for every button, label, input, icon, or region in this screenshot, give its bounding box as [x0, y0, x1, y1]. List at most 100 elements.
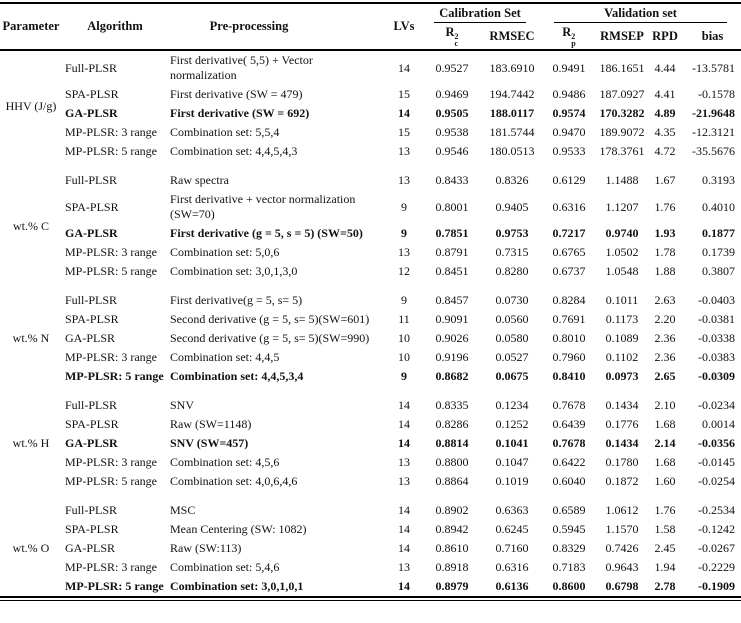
cell-rpd: 2.78 — [654, 579, 676, 593]
cell-rpd: 4.89 — [654, 106, 676, 120]
group-spacer-row — [0, 281, 741, 291]
group-spacer-row — [0, 386, 741, 396]
cell-rmsep: 0.1434 — [605, 398, 639, 412]
table-row: GA-PLSR SNV (SW=457) 14 0.8814 0.1041 0.7678 0… — [0, 434, 741, 453]
cell-rmsec: 0.6245 — [495, 522, 529, 536]
cell-r2p: 0.8329 — [552, 541, 586, 555]
cell-algorithm: Full-PLSR — [65, 398, 118, 412]
cell-preprocessing: Mean Centering (SW: 1082) — [170, 522, 307, 536]
cell-rmsec: 180.0513 — [489, 144, 535, 158]
cell-algorithm: MP-PLSR: 3 range — [65, 350, 158, 364]
cell-bias: -0.1242 — [698, 522, 736, 536]
cell-rmsep: 186.1651 — [599, 60, 645, 75]
cell-rpd: 4.72 — [654, 144, 676, 158]
cell-rpd: 1.76 — [654, 199, 676, 214]
r2p-sup: 2 — [571, 32, 576, 41]
cell-r2c: 0.8814 — [435, 436, 469, 450]
cell-preprocessing: SNV (SW=457) — [170, 436, 249, 450]
cell-rmsep: 0.1102 — [605, 350, 639, 364]
cell-rmsec: 0.9753 — [495, 226, 529, 240]
cell-rmsep: 0.1872 — [605, 474, 639, 488]
cell-bias: -0.0254 — [698, 474, 736, 488]
cell-lvs: 13 — [398, 173, 410, 187]
col-header-rpd: RPD — [652, 28, 678, 43]
cell-lvs: 14 — [398, 436, 410, 450]
cell-preprocessing: First derivative (SW = 479) — [170, 87, 303, 101]
cell-parameter: HHV (J/g) — [5, 98, 57, 113]
table-row: MP-PLSR: 5 range Combination set: 4,4,5,3… — [0, 367, 741, 386]
cell-rmsep: 0.7426 — [605, 541, 639, 555]
r2p-base: R — [562, 25, 572, 39]
table-header: Parameter Algorithm Pre-processing LVs C… — [0, 3, 741, 50]
cell-bias: -0.0267 — [698, 541, 736, 555]
table-row: SPA-PLSR First derivative (SW = 479) 15 0.9… — [0, 85, 741, 104]
cell-rmsep: 0.1434 — [605, 436, 639, 450]
table-row: MP-PLSR: 5 range Combination set: 3,0,1,3… — [0, 262, 741, 281]
cell-rmsep: 0.1780 — [605, 455, 639, 469]
cell-rmsec: 0.0527 — [495, 350, 529, 364]
group-spacer-cell — [0, 386, 741, 396]
r2p-sub: p — [571, 39, 576, 48]
cell-rpd: 1.60 — [654, 474, 676, 488]
cell-bias: -0.0145 — [698, 455, 736, 469]
cell-preprocessing: First derivative + vector normalization … — [170, 192, 356, 221]
cell-lvs: 15 — [398, 87, 410, 101]
cell-preprocessing: Combination set: 5,4,6 — [170, 560, 280, 574]
cell-r2c: 0.8610 — [435, 541, 469, 555]
cell-rmsep: 1.0612 — [605, 503, 639, 517]
cell-algorithm: GA-PLSR — [65, 226, 118, 240]
cell-rmsep: 1.1207 — [605, 199, 639, 214]
r2c-sup: 2 — [454, 32, 459, 41]
cell-algorithm: GA-PLSR — [65, 436, 118, 450]
group-spacer-cell — [0, 491, 741, 501]
group-spacer-cell — [0, 161, 741, 171]
cell-rmsep: 0.0973 — [605, 369, 639, 383]
cell-rmsep: 1.1570 — [605, 522, 639, 536]
cell-preprocessing: MSC — [170, 503, 196, 517]
cell-lvs: 14 — [398, 398, 410, 412]
table-row: MP-PLSR: 3 range Combination set: 5,5,4 15… — [0, 123, 741, 142]
cell-rmsec: 188.0117 — [489, 106, 535, 120]
table-row: SPA-PLSR Mean Centering (SW: 1082) 14 0.894… — [0, 520, 741, 539]
cell-rmsec: 0.8326 — [495, 173, 529, 187]
cell-rmsec: 0.1041 — [495, 436, 529, 450]
cell-r2p: 0.7691 — [552, 312, 586, 326]
cell-r2p: 0.9486 — [552, 87, 586, 101]
table-row: MP-PLSR: 3 range Combination set: 5,0,6 13… — [0, 243, 741, 262]
col-header-preprocessing: Pre-processing — [209, 19, 289, 33]
cell-preprocessing: Combination set: 3,0,1,3,0 — [170, 264, 298, 278]
cell-r2p: 0.9491 — [552, 60, 586, 75]
cell-r2p: 0.5945 — [552, 522, 586, 536]
cell-preprocessing: First derivative(g = 5, s= 5) — [170, 293, 303, 307]
cell-bias: -0.0403 — [698, 293, 736, 307]
cell-lvs: 14 — [398, 541, 410, 555]
calibration-group-label: Calibration Set — [434, 6, 527, 23]
cell-rpd: 1.67 — [654, 173, 676, 187]
cell-rmsep: 1.1488 — [605, 173, 639, 187]
table-row: GA-PLSR Second derivative (g = 5, s= 5)(S… — [0, 329, 741, 348]
paper-table-page: Parameter Algorithm Pre-processing LVs C… — [0, 2, 741, 601]
cell-bias: 0.3193 — [702, 173, 736, 187]
cell-r2c: 0.8918 — [435, 560, 469, 574]
cell-r2p: 0.6737 — [552, 264, 586, 278]
cell-r2c: 0.7851 — [435, 226, 469, 240]
cell-r2c: 0.8451 — [435, 264, 469, 278]
cell-lvs: 13 — [398, 474, 410, 488]
table-row: MP-PLSR: 3 range Combination set: 5,4,6 13… — [0, 558, 741, 577]
cell-bias: 0.4010 — [702, 199, 736, 214]
cell-bias: -13.5781 — [692, 60, 736, 75]
cell-algorithm: GA-PLSR — [65, 541, 116, 555]
cell-rmsec: 0.0730 — [495, 293, 529, 307]
group-spacer-row — [0, 491, 741, 501]
cell-algorithm: MP-PLSR: 5 range — [65, 264, 158, 278]
col-header-rmsec: RMSEC — [489, 28, 535, 43]
cell-preprocessing: Second derivative (g = 5, s= 5)(SW=601) — [170, 312, 370, 326]
cell-algorithm: MP-PLSR: 5 range — [65, 474, 158, 488]
cell-rmsep: 187.0927 — [599, 87, 645, 101]
cell-rmsep: 0.9643 — [605, 560, 639, 574]
cell-lvs: 9 — [401, 226, 407, 240]
